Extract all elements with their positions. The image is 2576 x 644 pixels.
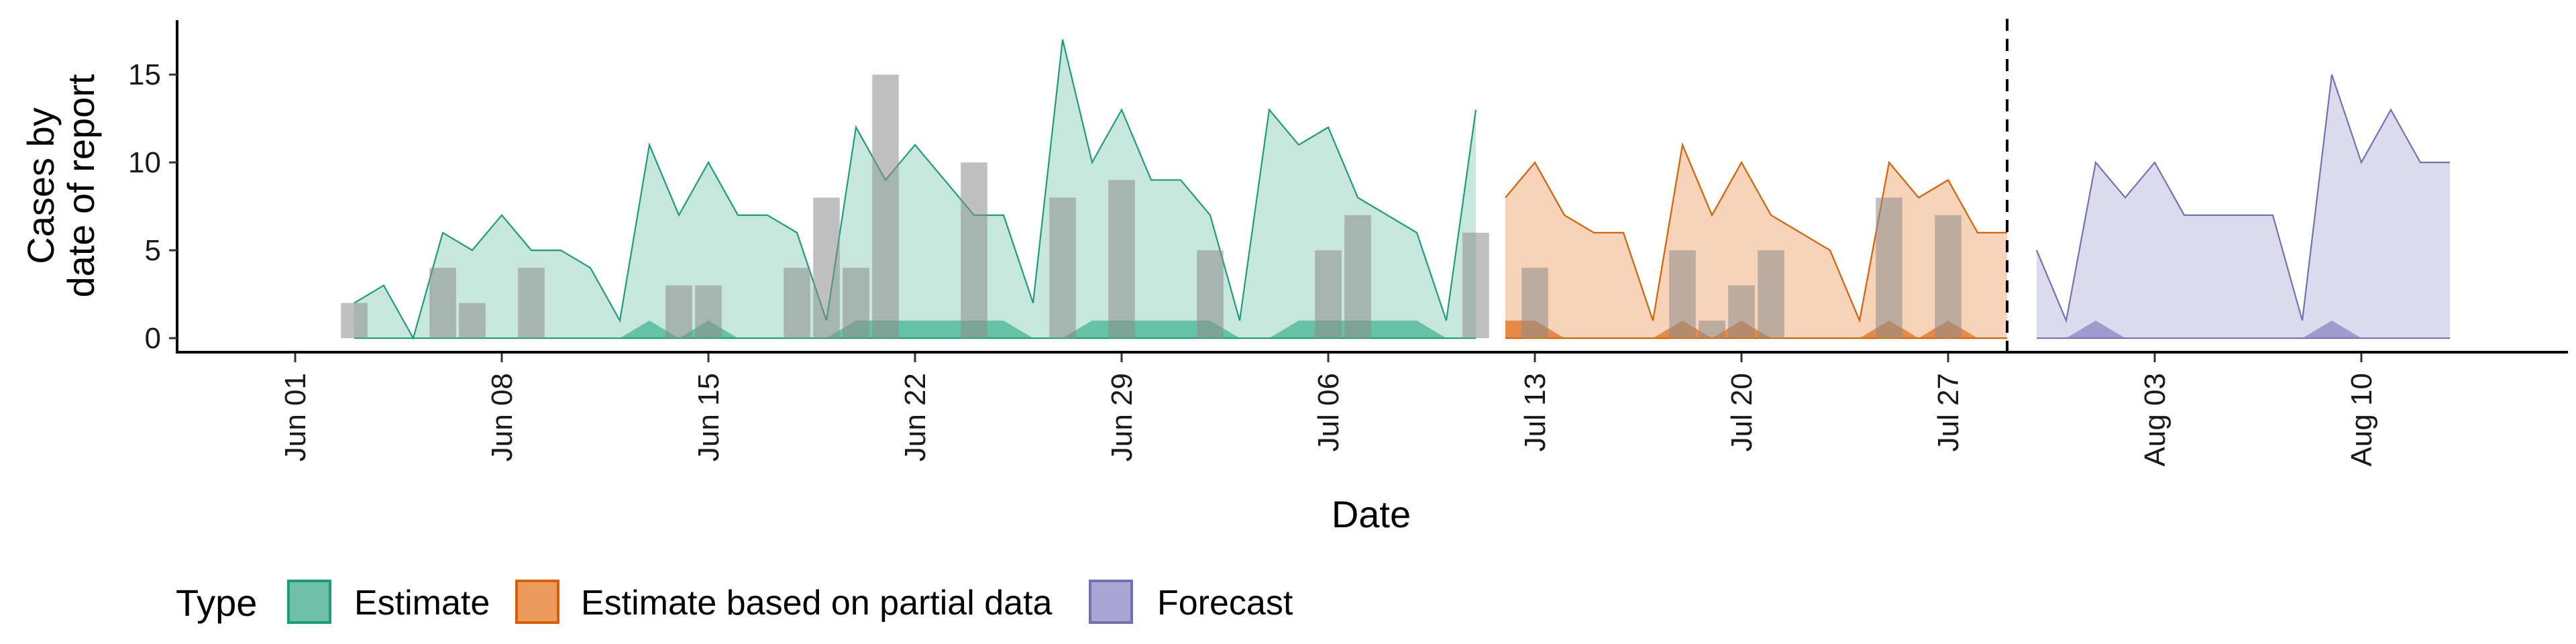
reported-case-bar xyxy=(459,303,486,339)
estimate-upper-area xyxy=(354,39,1476,339)
x-tick-label: Jul 06 xyxy=(1312,373,1345,451)
reported-case-bar xyxy=(1728,285,1755,339)
x-tick-label: Jun 22 xyxy=(899,373,932,462)
reported-case-bar xyxy=(1344,215,1371,339)
plot-area xyxy=(341,39,2450,340)
legend-key-estimate xyxy=(287,580,331,624)
legend: Type Estimate Estimate based on partial … xyxy=(176,580,1293,624)
reported-case-bar xyxy=(1876,197,1902,339)
x-tick-label: Jun 01 xyxy=(279,373,312,462)
reported-case-bar xyxy=(1669,250,1696,339)
legend-label-forecast: Forecast xyxy=(1157,584,1293,623)
reported-case-bar xyxy=(813,197,840,339)
y-tick-label: 0 xyxy=(145,322,161,355)
forecast-inner-area xyxy=(2037,320,2450,339)
y-tick-label: 5 xyxy=(145,234,161,267)
partial-upper-line xyxy=(1505,142,2007,323)
reported-case-bar xyxy=(695,285,722,339)
x-tick-label: Jul 13 xyxy=(1519,373,1552,451)
legend-key-partial xyxy=(515,580,559,624)
reported-case-bar xyxy=(341,303,368,339)
x-tick-label: Jun 29 xyxy=(1106,373,1138,462)
y-axis-title-line-2-text: date of report xyxy=(60,74,102,298)
legend-label-partial: Estimate based on partial data xyxy=(581,584,1053,623)
legend-key-forecast xyxy=(1089,580,1133,624)
reported-case-bar xyxy=(429,268,456,339)
legend-label-estimate: Estimate xyxy=(354,584,490,623)
reported-case-bar xyxy=(843,268,869,339)
partial-upper-area xyxy=(1505,144,2007,339)
reported-case-bar xyxy=(1049,197,1076,339)
estimate-inner-area xyxy=(354,320,1476,339)
reported-case-bar xyxy=(1758,250,1784,339)
x-tick-label: Jul 20 xyxy=(1725,373,1758,451)
axes: 0 5 10 15 Jun 01 Jun 08 Jun 15 Jun 22 Jun 29 Jul … xyxy=(128,58,2378,466)
reported-case-bar xyxy=(872,74,899,339)
y-tick-label: 10 xyxy=(128,146,161,179)
y-tick-label: 15 xyxy=(128,58,161,91)
forecast-upper-area xyxy=(2037,74,2450,339)
reported-case-bar xyxy=(1108,180,1135,339)
reported-case-bar xyxy=(961,162,987,339)
x-tick-label: Jul 27 xyxy=(1932,373,1965,451)
reported-case-bar xyxy=(1197,250,1224,339)
reported-case-bar xyxy=(1462,232,1489,339)
legend-title: Type xyxy=(176,582,257,624)
estimate-upper-line xyxy=(354,39,1477,340)
reported-case-bar xyxy=(784,268,810,339)
reported-case-bar xyxy=(1521,268,1548,339)
reported-case-bar xyxy=(1699,320,1725,339)
x-tick-label: Jun 15 xyxy=(692,373,725,462)
reported-case-bar xyxy=(1315,250,1342,339)
x-tick-label: Jun 08 xyxy=(486,373,519,462)
x-tick-label: Aug 10 xyxy=(2345,373,2378,466)
forecast-upper-line xyxy=(2035,74,2450,323)
x-tick-label: Aug 03 xyxy=(2139,373,2171,466)
y-axis-title-line-1-text: Cases by xyxy=(19,107,62,264)
x-axis-title: Date xyxy=(1332,493,1411,535)
reported-case-bar xyxy=(518,268,545,339)
reported-case-bar xyxy=(665,285,692,339)
reported-case-bar xyxy=(1935,215,1962,339)
